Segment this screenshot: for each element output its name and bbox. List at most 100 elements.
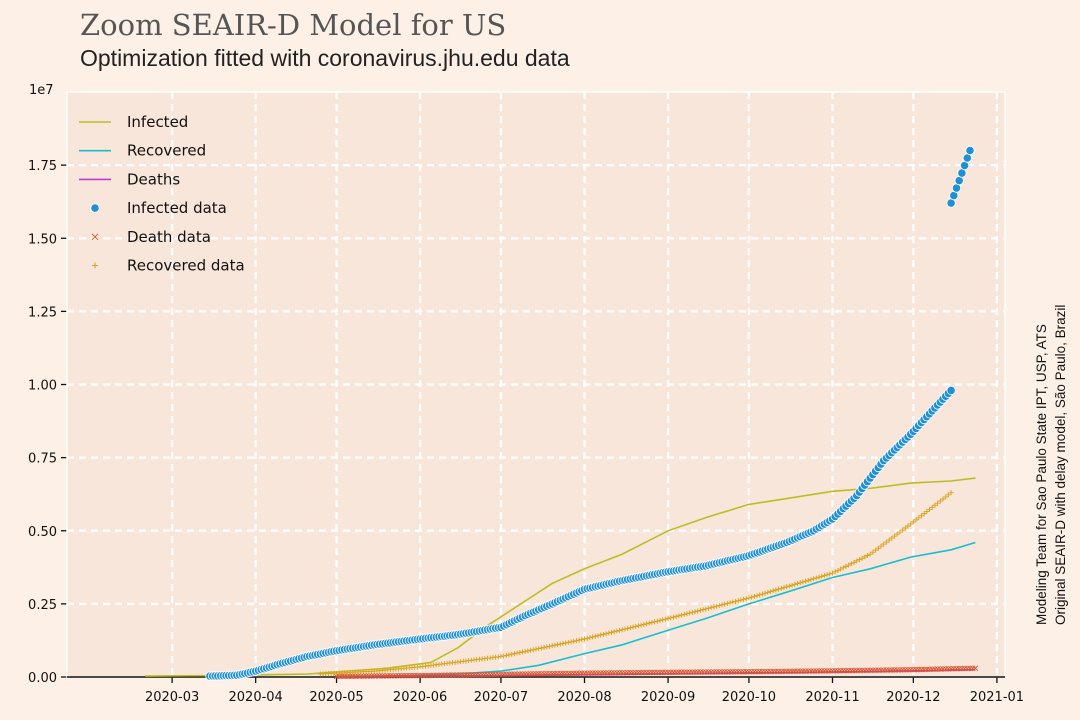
series-recovered-data-marker: [687, 610, 693, 616]
chart-title: Zoom SEAIR-D Model for US: [80, 8, 507, 42]
series-recovered-data-marker: [573, 638, 579, 644]
series-recovered-data-marker: [622, 626, 628, 632]
series-recovered-data-marker: [900, 527, 906, 533]
series-recovered-data-marker: [846, 562, 852, 568]
series-recovered-data-marker: [897, 529, 903, 535]
series-recovered-data-marker: [878, 543, 884, 549]
series-recovered-data-marker: [595, 633, 601, 639]
series-recovered-data-marker: [555, 642, 561, 648]
series-recovered-data-marker: [811, 576, 817, 582]
x-tick-label: 2020-05: [309, 690, 363, 705]
y-tick-label: 0.25: [28, 598, 57, 613]
series-recovered-data-marker: [881, 541, 887, 547]
series-recovered-data-marker: [517, 650, 523, 656]
series-recovered-data-marker: [619, 627, 625, 633]
series-recovered-data-marker: [838, 566, 844, 572]
series-recovered-data-marker: [797, 580, 803, 586]
y-tick-label: 0.75: [28, 452, 57, 467]
series-recovered-data-marker: [757, 592, 763, 598]
series-recovered-data-marker: [501, 653, 507, 659]
series-recovered-data-marker: [708, 605, 714, 611]
series-recovered-data-marker: [638, 622, 644, 628]
series-recovered-data-marker: [754, 593, 760, 599]
series-recovered-data-marker: [730, 599, 736, 605]
series-recovered-data-marker: [657, 617, 663, 623]
legend-swatch-recovered-data: [92, 262, 98, 269]
series-recovered-data-marker: [829, 570, 835, 576]
series-recovered-data-marker: [854, 558, 860, 564]
series-recovered-data-marker: [681, 611, 687, 617]
series-recovered-data-marker: [778, 585, 784, 591]
series-recovered-data-marker: [533, 646, 539, 652]
series-recovered-data-marker: [722, 601, 728, 607]
series-recovered-data-marker: [711, 604, 717, 610]
series-recovered-data-marker: [945, 492, 951, 498]
grid: [67, 92, 1005, 677]
series-recovered-data-marker: [617, 627, 623, 633]
series-recovered-data-marker: [770, 588, 776, 594]
series-layer: [145, 145, 979, 681]
series-recovered-data-marker: [840, 565, 846, 571]
series-recovered-data-marker: [560, 641, 566, 647]
series-recovered-data-marker: [633, 623, 639, 629]
series-recovered-data-marker: [738, 597, 744, 603]
series-recovered-data-marker: [784, 584, 790, 590]
series-recovered-data-marker: [635, 623, 641, 629]
y-scale-label: 1e7: [29, 83, 54, 98]
series-recovered-data-marker: [606, 630, 612, 636]
series-recovered-data-marker: [867, 551, 873, 557]
series-recovered-data-marker: [913, 517, 919, 523]
series-recovered-data-marker: [816, 574, 822, 580]
series-recovered-data-marker: [732, 598, 738, 604]
series-recovered-data-marker: [571, 638, 577, 644]
series-recovered-data-marker: [789, 582, 795, 588]
series-recovered-data-marker: [627, 625, 633, 631]
series-recovered-data-marker: [592, 633, 598, 639]
series-recovered-data-marker: [706, 605, 712, 611]
legend-swatch-death-data: [91, 233, 99, 241]
series-recovered-data-marker: [511, 651, 517, 657]
series-recovered-data-marker: [600, 631, 606, 637]
series-recovered-data-marker: [506, 652, 512, 658]
series-recovered-data-marker: [794, 581, 800, 587]
x-tick-label: 2020-10: [722, 690, 776, 705]
series-recovered-data-marker: [891, 533, 897, 539]
series-recovered-data-marker: [889, 535, 895, 541]
legend-label-death-data: Death data: [127, 228, 211, 246]
series-recovered-data-marker: [522, 648, 528, 654]
series-recovered-data-marker: [630, 624, 636, 630]
series-recovered-data-marker: [762, 590, 768, 596]
series-recovered-data-marker: [695, 608, 701, 614]
series-recovered-data-marker: [668, 615, 674, 621]
x-tick-label: 2020-12: [886, 690, 940, 705]
series-recovered-data-marker: [886, 537, 892, 543]
y-tick-label: 0.00: [28, 671, 57, 686]
y-tick-label: 1.50: [28, 232, 57, 247]
series-recovered-data-marker: [883, 539, 889, 545]
series-recovered-data-marker: [749, 594, 755, 600]
series-recovered-data-marker: [576, 637, 582, 643]
series-recovered-data-marker: [765, 589, 771, 595]
series-recovered-data-marker: [520, 649, 526, 655]
series-recovered-data-marker: [927, 506, 933, 512]
axes: 2020-03 2020-04 2020-05 2020-06 2020-07 2020-…: [28, 83, 1024, 705]
series-recovered-data-marker: [608, 629, 614, 635]
legend-label-recovered: Recovered: [127, 142, 206, 160]
series-recovered-data-marker: [824, 572, 830, 578]
series-recovered-data-marker: [746, 595, 752, 601]
series-recovered-data-marker: [851, 559, 857, 565]
y-tick-label: 1.75: [28, 159, 57, 174]
series-recovered-data-marker: [856, 557, 862, 563]
series-recovered-data-marker: [654, 618, 660, 624]
series-recovered-data-marker: [528, 647, 534, 653]
series-recovered-data-marker: [835, 567, 841, 573]
series-recovered-data-marker: [557, 641, 563, 647]
series-recovered-data-marker: [865, 553, 871, 559]
series-infected-data-point: [965, 145, 975, 156]
series-recovered-data-marker: [894, 531, 900, 537]
y-tick-label: 0.50: [28, 525, 57, 540]
x-tick-label: 2020-07: [474, 690, 528, 705]
x-tick-label: 2020-08: [557, 690, 611, 705]
series-recovered-data-marker: [684, 611, 690, 617]
series-recovered-data-marker: [768, 589, 773, 595]
